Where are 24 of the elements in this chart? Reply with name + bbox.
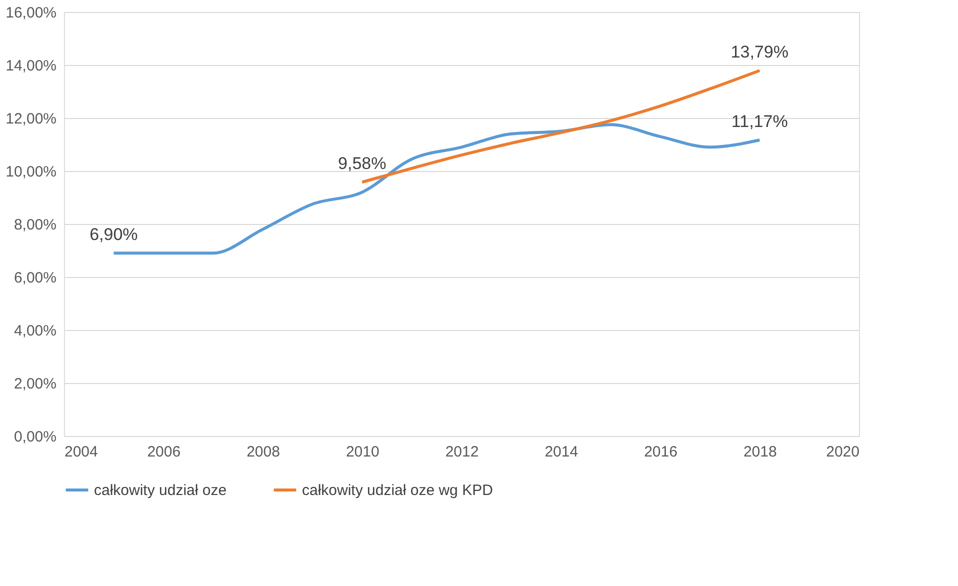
x-tick-label: 2004 bbox=[64, 444, 98, 460]
legend-label: całkowity udział oze wg KPD bbox=[302, 482, 494, 499]
data-label: 9,58% bbox=[338, 154, 386, 174]
x-tick-label: 2014 bbox=[544, 444, 578, 460]
y-tick-label: 4,00% bbox=[14, 322, 56, 340]
x-tick-label: 2006 bbox=[147, 444, 181, 460]
legend-label: całkowity udział oze bbox=[94, 482, 227, 499]
y-tick-label: 8,00% bbox=[14, 216, 56, 234]
x-tick-label: 2010 bbox=[346, 444, 380, 460]
data-label: 6,90% bbox=[90, 225, 138, 244]
y-tick-label: 0,00% bbox=[14, 428, 56, 446]
y-tick-label: 2,00% bbox=[14, 376, 56, 392]
y-tick-label: 6,00% bbox=[14, 270, 56, 286]
data-label: 11,17% bbox=[731, 112, 788, 131]
x-tick-label: 2018 bbox=[743, 444, 777, 460]
x-tick-label: 2020 bbox=[826, 444, 860, 460]
y-tick-label: 14,00% bbox=[6, 58, 56, 74]
x-tick-label: 2008 bbox=[246, 444, 280, 460]
x-tick-label: 2012 bbox=[445, 444, 479, 460]
y-tick-label: 12,00% bbox=[6, 110, 56, 128]
y-tick-label: 16,00% bbox=[6, 4, 56, 22]
x-tick-label: 2016 bbox=[644, 444, 678, 460]
y-tick-label: 10,00% bbox=[6, 164, 56, 180]
data-label: 13,79% bbox=[730, 42, 788, 62]
